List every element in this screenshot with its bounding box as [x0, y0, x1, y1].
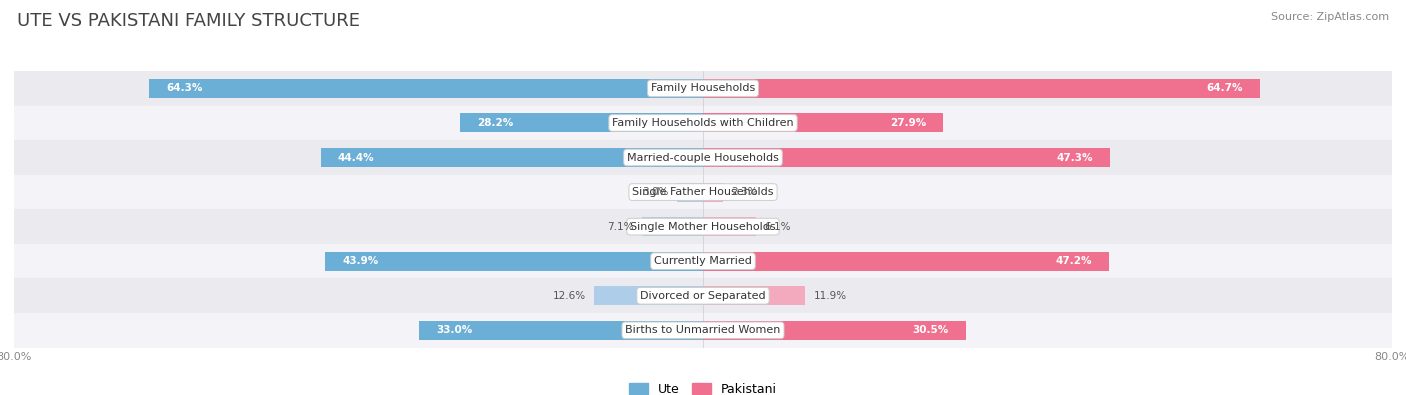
Text: 64.3%: 64.3% [166, 83, 202, 93]
Text: 27.9%: 27.9% [890, 118, 927, 128]
Text: Births to Unmarried Women: Births to Unmarried Women [626, 325, 780, 335]
Bar [14, 313, 1392, 348]
Bar [703, 321, 966, 340]
Text: 64.7%: 64.7% [1206, 83, 1243, 93]
Bar [678, 182, 703, 201]
Text: 47.3%: 47.3% [1057, 152, 1092, 162]
Text: Married-couple Households: Married-couple Households [627, 152, 779, 162]
Bar [703, 113, 943, 132]
Bar [703, 182, 723, 201]
Text: Source: ZipAtlas.com: Source: ZipAtlas.com [1271, 12, 1389, 22]
Bar [14, 140, 1392, 175]
Bar [325, 252, 703, 271]
Text: 7.1%: 7.1% [607, 222, 633, 231]
Text: 30.5%: 30.5% [912, 325, 949, 335]
Bar [703, 286, 806, 305]
Bar [149, 79, 703, 98]
Text: 33.0%: 33.0% [436, 325, 472, 335]
Bar [14, 278, 1392, 313]
Bar [595, 286, 703, 305]
Bar [14, 71, 1392, 106]
Text: Single Father Households: Single Father Households [633, 187, 773, 197]
Bar [14, 106, 1392, 140]
Bar [14, 175, 1392, 209]
Bar [14, 244, 1392, 278]
Text: Family Households with Children: Family Households with Children [612, 118, 794, 128]
Text: 28.2%: 28.2% [478, 118, 513, 128]
Bar [460, 113, 703, 132]
Legend: Ute, Pakistani: Ute, Pakistani [623, 377, 783, 395]
Text: Currently Married: Currently Married [654, 256, 752, 266]
Text: 47.2%: 47.2% [1056, 256, 1092, 266]
Text: Divorced or Separated: Divorced or Separated [640, 291, 766, 301]
Bar [643, 217, 703, 236]
Text: 3.0%: 3.0% [643, 187, 669, 197]
Bar [703, 148, 1111, 167]
Text: Family Households: Family Households [651, 83, 755, 93]
Text: 2.3%: 2.3% [731, 187, 758, 197]
Text: 11.9%: 11.9% [814, 291, 848, 301]
Text: 12.6%: 12.6% [553, 291, 586, 301]
Bar [321, 148, 703, 167]
Text: 44.4%: 44.4% [337, 152, 374, 162]
Text: 6.1%: 6.1% [763, 222, 790, 231]
Text: UTE VS PAKISTANI FAMILY STRUCTURE: UTE VS PAKISTANI FAMILY STRUCTURE [17, 12, 360, 30]
Bar [703, 79, 1260, 98]
Bar [419, 321, 703, 340]
Bar [703, 217, 755, 236]
Bar [14, 209, 1392, 244]
Text: 43.9%: 43.9% [342, 256, 378, 266]
Bar [703, 252, 1109, 271]
Text: Single Mother Households: Single Mother Households [630, 222, 776, 231]
